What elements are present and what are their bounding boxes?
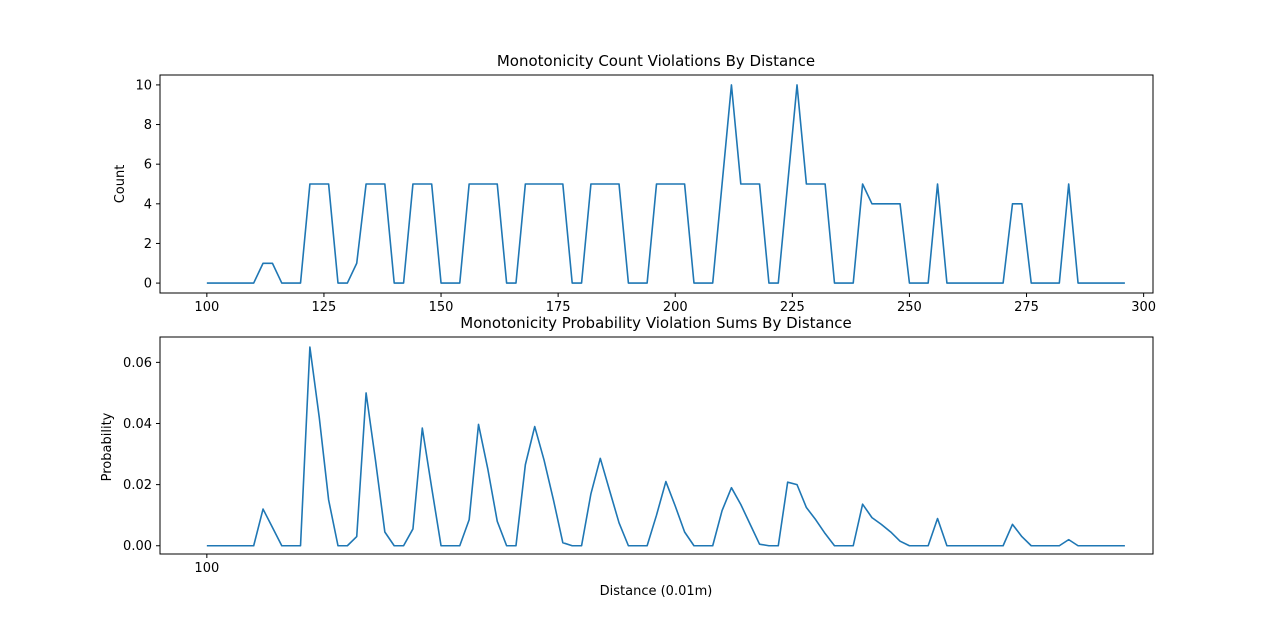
probability-y-tick-label: 0.02 [123,478,152,493]
count-x-tick-label: 125 [312,300,337,315]
probability-subplot: Monotonicity Probability Violation Sums … [100,314,1154,599]
count-subplot: Monotonicity Count Violations By Distanc… [113,52,1156,315]
count-y-tick-label: 8 [144,118,152,133]
count-y-tick-label: 2 [144,237,152,252]
probability-y-tick-label: 0.06 [123,356,152,371]
count-y-axis-label: Count [113,165,128,204]
count-y-tick-label: 10 [135,78,152,93]
probability-x-axis-label: Distance (0.01m) [600,584,713,599]
count-x-tick-label: 100 [194,300,219,315]
count-x-tick-label: 300 [1131,300,1156,315]
count-x-tick-label: 200 [663,300,688,315]
probability-ticks: 100 0.00 0.02 0.04 0.06 [123,356,219,576]
count-plot-frame [159,74,1154,294]
count-y-tick-label: 4 [144,197,152,212]
probability-y-axis-label: Probability [100,412,115,481]
count-y-tick-label: 6 [144,158,152,173]
count-x-tick-label: 275 [1014,300,1039,315]
probability-y-tick-label: 0.04 [123,417,152,432]
count-series-line [206,84,1125,284]
count-x-tick-label: 225 [780,300,805,315]
probability-series-line [206,346,1125,547]
count-chart-title: Monotonicity Count Violations By Distanc… [497,52,815,70]
probability-x-tick-label: 100 [194,561,219,576]
probability-plot-frame [159,336,1154,555]
probability-y-tick-label: 0.00 [123,539,152,554]
count-x-tick-label: 175 [546,300,571,315]
count-ticks: 100 125 150 175 200 225 250 275 300 0 2 4 6 8 10 [135,78,1156,315]
count-x-tick-label: 150 [429,300,454,315]
count-x-tick-label: 250 [897,300,922,315]
probability-chart-title: Monotonicity Probability Violation Sums … [460,314,851,332]
count-y-tick-label: 0 [144,277,152,292]
